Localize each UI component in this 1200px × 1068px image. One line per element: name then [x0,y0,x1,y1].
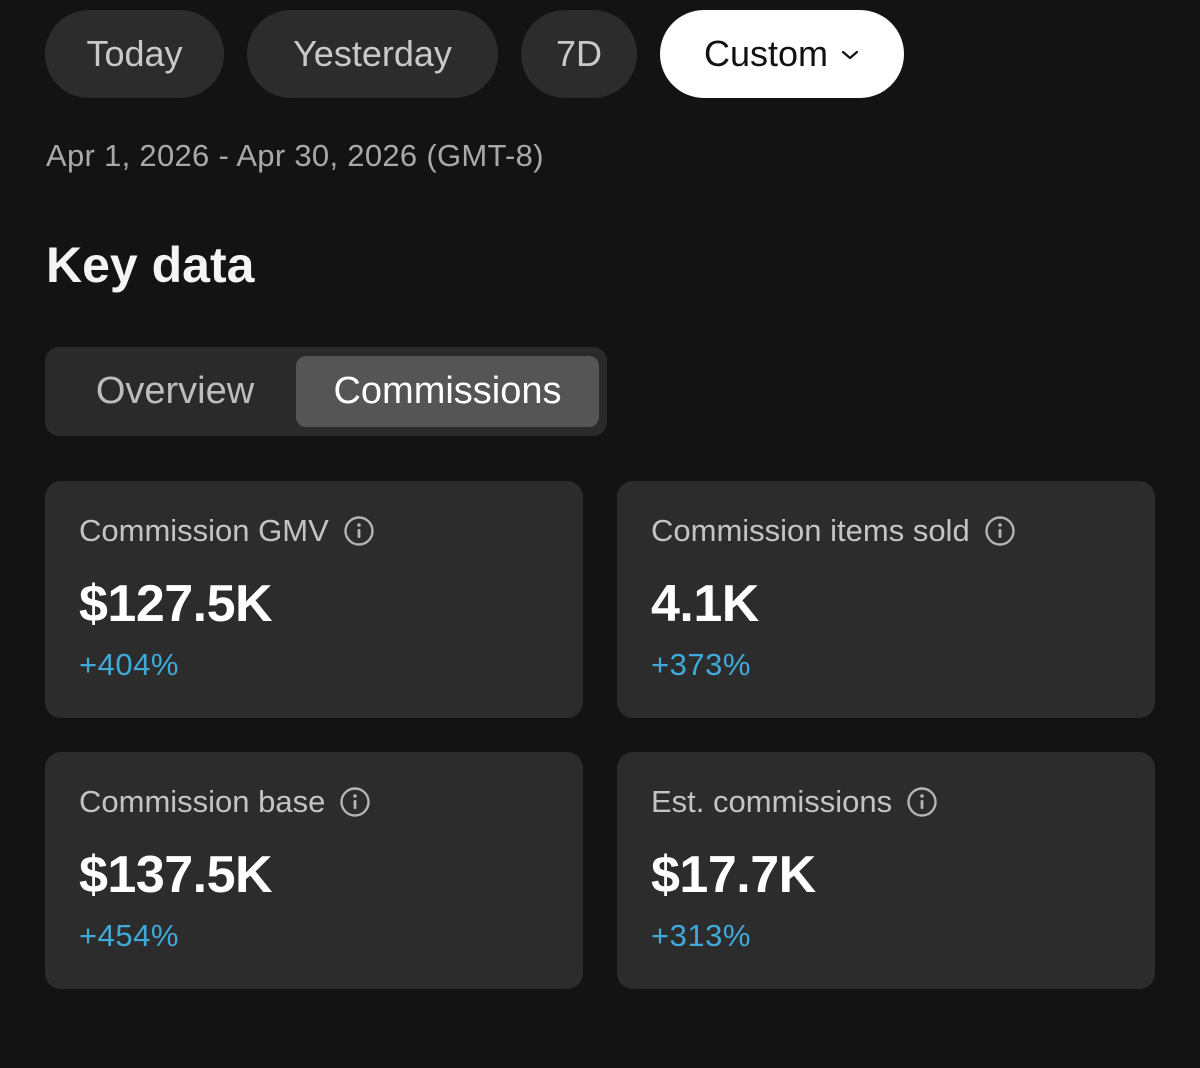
chevron-down-icon [841,50,859,60]
info-icon[interactable] [339,786,371,818]
filter-yesterday-button[interactable]: Yesterday [247,10,498,98]
metric-value: $127.5K [79,575,273,633]
metric-label: Est. commissions [651,784,893,819]
metric-label-row: Commission base [79,784,371,820]
metric-label: Commission GMV [79,513,329,548]
metric-value: 4.1K [651,575,759,633]
key-data-tabs: Overview Commissions [45,347,607,436]
metric-label-row: Est. commissions [651,784,938,820]
tab-commissions[interactable]: Commissions [296,356,599,427]
metric-label-row: Commission GMV [79,513,375,549]
metric-card-commission-base[interactable]: Commission base $137.5K +454% [45,752,583,989]
info-icon[interactable] [343,515,375,547]
metric-delta: +454% [79,918,179,953]
filter-custom-dropdown[interactable]: Custom [660,10,904,98]
metric-value: $17.7K [651,846,816,904]
section-title: Key data [46,237,255,293]
metric-label: Commission base [79,784,326,819]
tab-overview-label: Overview [95,370,255,412]
metric-card-commission-items-sold[interactable]: Commission items sold 4.1K +373% [617,481,1155,718]
metric-card-commission-gmv[interactable]: Commission GMV $127.5K +404% [45,481,583,718]
tab-commissions-label: Commissions [333,370,562,412]
filter-today-button[interactable]: Today [45,10,224,98]
filter-7d-label: 7D [555,33,603,74]
date-range-text: Apr 1, 2026 - Apr 30, 2026 (GMT-8) [46,138,544,173]
filter-custom-label: Custom [703,33,829,74]
filter-today-label: Today [86,33,183,74]
metric-delta: +313% [651,918,751,953]
tab-overview[interactable]: Overview [55,356,295,427]
info-icon[interactable] [984,515,1016,547]
metric-label-row: Commission items sold [651,513,1016,549]
metric-delta: +404% [79,647,179,682]
filter-yesterday-label: Yesterday [293,33,452,74]
metric-value: $137.5K [79,846,273,904]
metric-label: Commission items sold [651,513,970,548]
date-filter-bar: Today Yesterday 7D Custom [45,10,904,98]
info-icon[interactable] [906,786,938,818]
filter-7d-button[interactable]: 7D [521,10,637,98]
metric-card-est-commissions[interactable]: Est. commissions $17.7K +313% [617,752,1155,989]
metric-delta: +373% [651,647,751,682]
